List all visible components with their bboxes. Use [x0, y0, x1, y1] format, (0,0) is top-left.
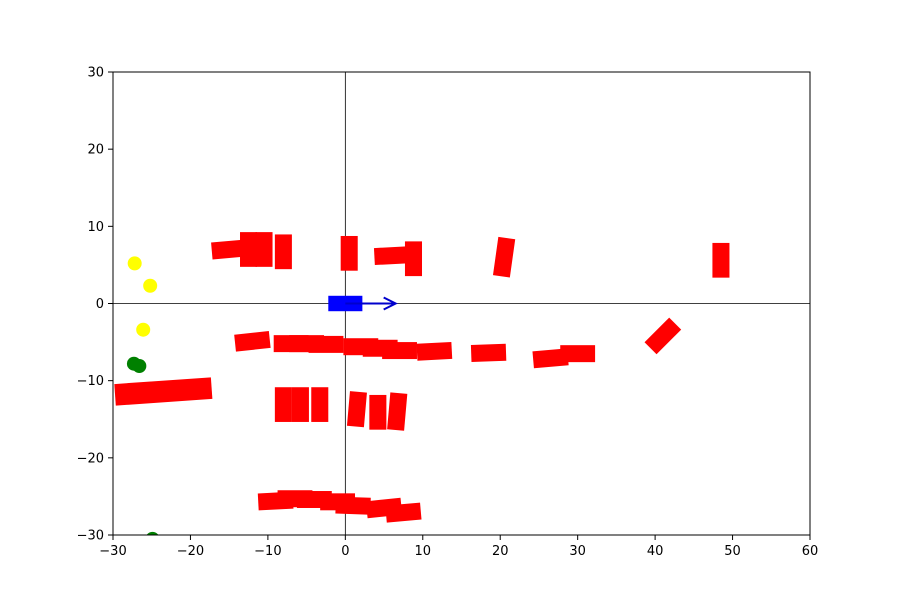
- x-tick-label: 50: [724, 544, 741, 559]
- x-tick-label: −30: [99, 544, 126, 559]
- y-tick-label: 10: [87, 220, 104, 235]
- yellow-marker-2: [136, 322, 151, 337]
- x-tick-label: −10: [254, 544, 281, 559]
- x-tick-label: 60: [802, 544, 819, 559]
- obstacle-vehicle-17: [470, 343, 507, 362]
- x-tick-label: 30: [569, 544, 586, 559]
- obstacle-vehicle-21: [114, 377, 213, 406]
- obstacle-vehicle-15: [382, 342, 417, 360]
- obstacle-vehicle-1: [240, 232, 258, 267]
- axes: −30 −20 −10 0 10 20 30 40 50 60 −30 −20 −10 0 10 20 30: [77, 66, 819, 560]
- x-tick-label: 0: [341, 544, 349, 559]
- yellow-marker-1: [143, 278, 158, 293]
- obstacle-vehicle-9: [234, 331, 271, 352]
- obstacle-vehicle-7: [492, 236, 516, 278]
- green-marker-2: [146, 531, 159, 535]
- obstacle-vehicle-18: [532, 348, 569, 369]
- y-tick-label: 30: [87, 66, 104, 81]
- x-tick-label: −20: [177, 544, 204, 559]
- obstacle-vehicle-8: [712, 242, 730, 278]
- y-tick-label: 20: [87, 143, 104, 158]
- x-tick-label: 40: [647, 544, 664, 559]
- obstacle-vehicle-5: [373, 246, 410, 266]
- obstacle-vehicle-20: [644, 317, 682, 355]
- obstacle-vehicle-19: [560, 345, 596, 363]
- obstacle-vehicle-4: [340, 235, 358, 271]
- obstacle-vehicle-12: [308, 335, 344, 353]
- obstacle-vehicle-6: [404, 241, 423, 277]
- obstacle-vehicle-24: [311, 387, 329, 422]
- obstacle-vehicle-25: [346, 391, 367, 428]
- obstacle-vehicle-27: [387, 392, 408, 431]
- plot-area: [113, 72, 810, 535]
- obstacle-vehicle-26: [369, 394, 387, 430]
- obstacle-vehicle-16: [416, 341, 453, 361]
- obstacle-vehicle-34: [385, 502, 422, 523]
- obstacle-vehicle-22: [274, 387, 292, 422]
- obstacle-vehicle-23: [291, 387, 309, 422]
- obstacle-vehicle-3: [274, 234, 292, 270]
- obstacle-vehicle-0: [211, 239, 248, 260]
- x-tick-label: 20: [492, 544, 509, 559]
- obstacle-vehicle-32: [335, 496, 371, 515]
- y-tick-label: −10: [77, 374, 104, 389]
- yellow-marker-0: [127, 256, 142, 271]
- y-tick-label: −30: [77, 529, 104, 544]
- obstacle-vehicle-2: [255, 232, 273, 267]
- heading-arrow-head: [383, 296, 398, 311]
- x-tick-label: 10: [415, 544, 432, 559]
- y-tick-label: −20: [77, 451, 104, 466]
- y-tick-label: 0: [96, 297, 104, 312]
- green-marker-1: [132, 359, 147, 374]
